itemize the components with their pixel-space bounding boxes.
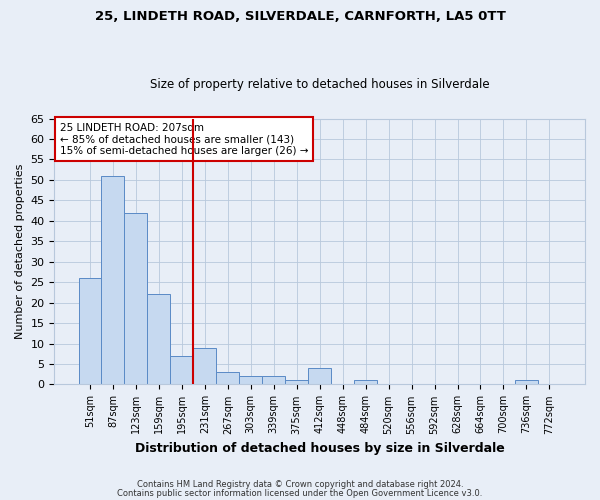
Bar xyxy=(285,380,308,384)
Bar xyxy=(101,176,124,384)
Bar xyxy=(148,294,170,384)
Bar xyxy=(170,356,193,384)
Y-axis label: Number of detached properties: Number of detached properties xyxy=(15,164,25,339)
X-axis label: Distribution of detached houses by size in Silverdale: Distribution of detached houses by size … xyxy=(135,442,505,455)
Bar xyxy=(515,380,538,384)
Bar xyxy=(354,380,377,384)
Text: 25, LINDETH ROAD, SILVERDALE, CARNFORTH, LA5 0TT: 25, LINDETH ROAD, SILVERDALE, CARNFORTH,… xyxy=(95,10,505,23)
Title: Size of property relative to detached houses in Silverdale: Size of property relative to detached ho… xyxy=(150,78,490,91)
Text: 25 LINDETH ROAD: 207sqm
← 85% of detached houses are smaller (143)
15% of semi-d: 25 LINDETH ROAD: 207sqm ← 85% of detache… xyxy=(60,122,308,156)
Text: Contains public sector information licensed under the Open Government Licence v3: Contains public sector information licen… xyxy=(118,488,482,498)
Bar xyxy=(124,212,148,384)
Bar xyxy=(79,278,101,384)
Bar xyxy=(239,376,262,384)
Text: Contains HM Land Registry data © Crown copyright and database right 2024.: Contains HM Land Registry data © Crown c… xyxy=(137,480,463,489)
Bar xyxy=(217,372,239,384)
Bar xyxy=(193,348,217,385)
Bar xyxy=(308,368,331,384)
Bar xyxy=(262,376,285,384)
